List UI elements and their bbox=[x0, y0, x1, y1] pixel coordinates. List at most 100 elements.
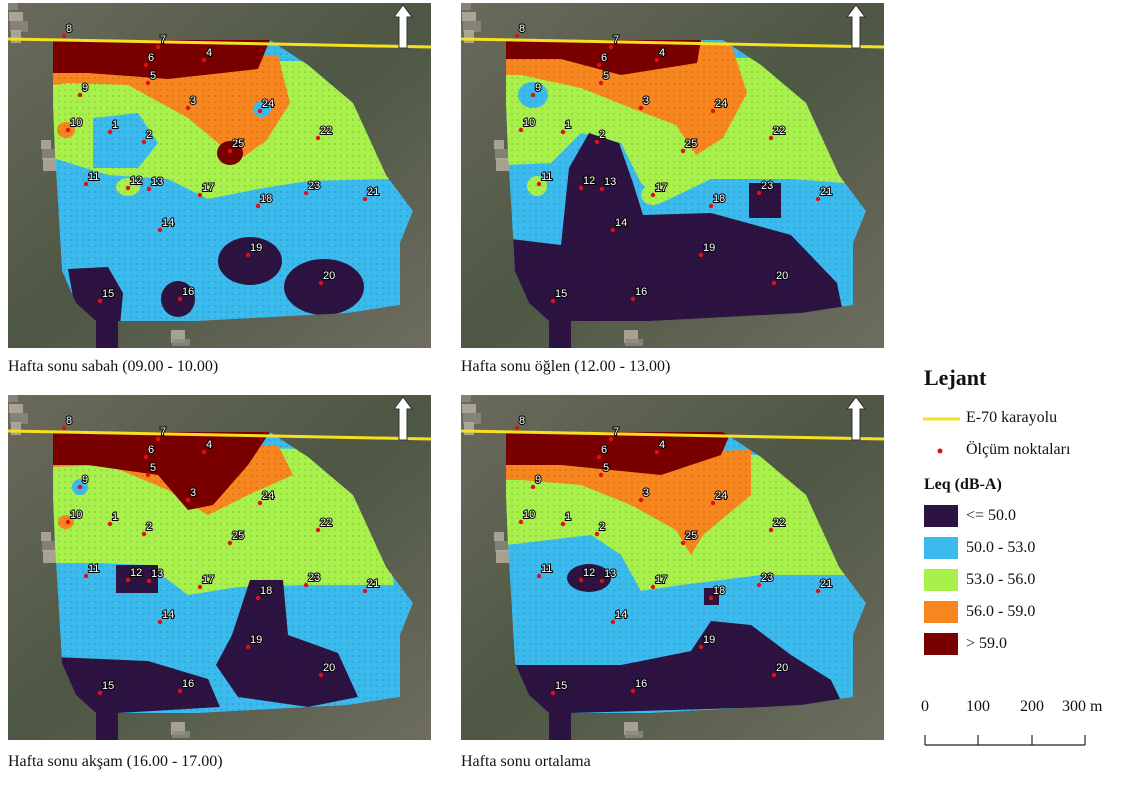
point-label: 8 bbox=[519, 23, 525, 35]
point-label: 9 bbox=[535, 82, 541, 94]
point-label: 8 bbox=[66, 415, 72, 427]
point-label: 25 bbox=[232, 530, 244, 542]
point-label: 17 bbox=[655, 182, 667, 194]
point-label: 16 bbox=[182, 678, 194, 690]
scale-bar bbox=[925, 735, 1085, 745]
point-label: 5 bbox=[150, 70, 156, 82]
building bbox=[464, 30, 474, 43]
point-label: 17 bbox=[655, 574, 667, 586]
point-label: 9 bbox=[535, 474, 541, 486]
point-label: 7 bbox=[160, 426, 166, 438]
point-label: 3 bbox=[643, 95, 649, 107]
point-label: 1 bbox=[565, 119, 571, 131]
point-label: 4 bbox=[206, 439, 212, 451]
point-label: 10 bbox=[70, 509, 82, 521]
point-label: 10 bbox=[70, 117, 82, 129]
scale-label: 100 bbox=[966, 698, 990, 716]
point-label: 12 bbox=[583, 175, 595, 187]
point-label: 14 bbox=[162, 217, 174, 229]
point-label: 6 bbox=[601, 444, 607, 456]
point-label: 7 bbox=[613, 426, 619, 438]
point-label: 5 bbox=[603, 462, 609, 474]
point-label: 5 bbox=[603, 70, 609, 82]
point-symbol bbox=[938, 449, 943, 454]
point-label: 21 bbox=[367, 578, 379, 590]
point-label: 6 bbox=[148, 444, 154, 456]
legend-subtitle: Leq (dB-A) bbox=[924, 476, 1002, 494]
point-label: 4 bbox=[206, 47, 212, 59]
point-label: 6 bbox=[601, 52, 607, 64]
legend-label: <= 50.0 bbox=[966, 507, 1016, 525]
point-label: 21 bbox=[820, 186, 832, 198]
point-label: 21 bbox=[820, 578, 832, 590]
point-label: 9 bbox=[82, 474, 88, 486]
page: 1234567891011121314151617181920212223242… bbox=[0, 0, 1128, 782]
legend-swatch bbox=[924, 569, 958, 591]
legend-label: 50.0 - 53.0 bbox=[966, 539, 1035, 557]
point-label: 16 bbox=[635, 678, 647, 690]
point-label: 3 bbox=[190, 95, 196, 107]
legend-swatch bbox=[924, 633, 958, 655]
point-label: 4 bbox=[659, 439, 665, 451]
point-label: 13 bbox=[151, 176, 163, 188]
point-label: 13 bbox=[604, 176, 616, 188]
point-label: 4 bbox=[659, 47, 665, 59]
point-label: 15 bbox=[102, 680, 114, 692]
point-label: 22 bbox=[773, 517, 785, 529]
point-label: 9 bbox=[82, 82, 88, 94]
point-label: 7 bbox=[160, 34, 166, 46]
point-label: 5 bbox=[150, 462, 156, 474]
point-label: 12 bbox=[130, 175, 142, 187]
point-label: 12 bbox=[583, 567, 595, 579]
point-label: 20 bbox=[776, 662, 788, 674]
point-label: 19 bbox=[250, 242, 262, 254]
point-label: 20 bbox=[323, 270, 335, 282]
building bbox=[462, 12, 476, 21]
point-label: 12 bbox=[130, 567, 142, 579]
point-label: 1 bbox=[565, 511, 571, 523]
building bbox=[172, 731, 190, 738]
point-label: 23 bbox=[761, 180, 773, 192]
point-label: 11 bbox=[541, 563, 552, 575]
building bbox=[9, 12, 23, 21]
point-label: 15 bbox=[555, 680, 567, 692]
point-label: 15 bbox=[102, 288, 114, 300]
legend-swatch bbox=[924, 601, 958, 623]
point-label: 11 bbox=[541, 171, 552, 183]
point-label: 11 bbox=[88, 171, 99, 183]
point-label: 22 bbox=[320, 517, 332, 529]
building bbox=[494, 532, 504, 541]
point-label: 8 bbox=[519, 415, 525, 427]
scale-label: 200 bbox=[1020, 698, 1044, 716]
building bbox=[11, 422, 21, 435]
building bbox=[462, 404, 476, 413]
point-label: 1 bbox=[112, 511, 118, 523]
point-label: 19 bbox=[703, 242, 715, 254]
legend-title: Lejant bbox=[924, 365, 986, 391]
building bbox=[625, 339, 643, 346]
scale-label: 300 m bbox=[1062, 698, 1102, 716]
point-label: 11 bbox=[88, 563, 99, 575]
building bbox=[494, 140, 504, 149]
point-label: 25 bbox=[685, 530, 697, 542]
point-label: 2 bbox=[146, 521, 152, 533]
legend-swatch bbox=[924, 537, 958, 559]
point-label: 25 bbox=[685, 138, 697, 150]
caption: Hafta sonu sabah (09.00 - 10.00) bbox=[8, 358, 218, 376]
point-label: 17 bbox=[202, 182, 214, 194]
point-label: 15 bbox=[555, 288, 567, 300]
point-label: 13 bbox=[604, 568, 616, 580]
point-label: 18 bbox=[713, 585, 725, 597]
building bbox=[41, 140, 51, 149]
point-label: 24 bbox=[715, 98, 727, 110]
point-label: 24 bbox=[715, 490, 727, 502]
caption: Hafta sonu öğlen (12.00 - 13.00) bbox=[461, 358, 670, 376]
point-label: 8 bbox=[66, 23, 72, 35]
scale-label: 0 bbox=[921, 698, 929, 716]
point-label: 13 bbox=[151, 568, 163, 580]
point-label: 14 bbox=[615, 217, 627, 229]
building bbox=[8, 3, 18, 10]
legend-label: 56.0 - 59.0 bbox=[966, 603, 1035, 621]
caption: Hafta sonu akşam (16.00 - 17.00) bbox=[8, 753, 223, 771]
